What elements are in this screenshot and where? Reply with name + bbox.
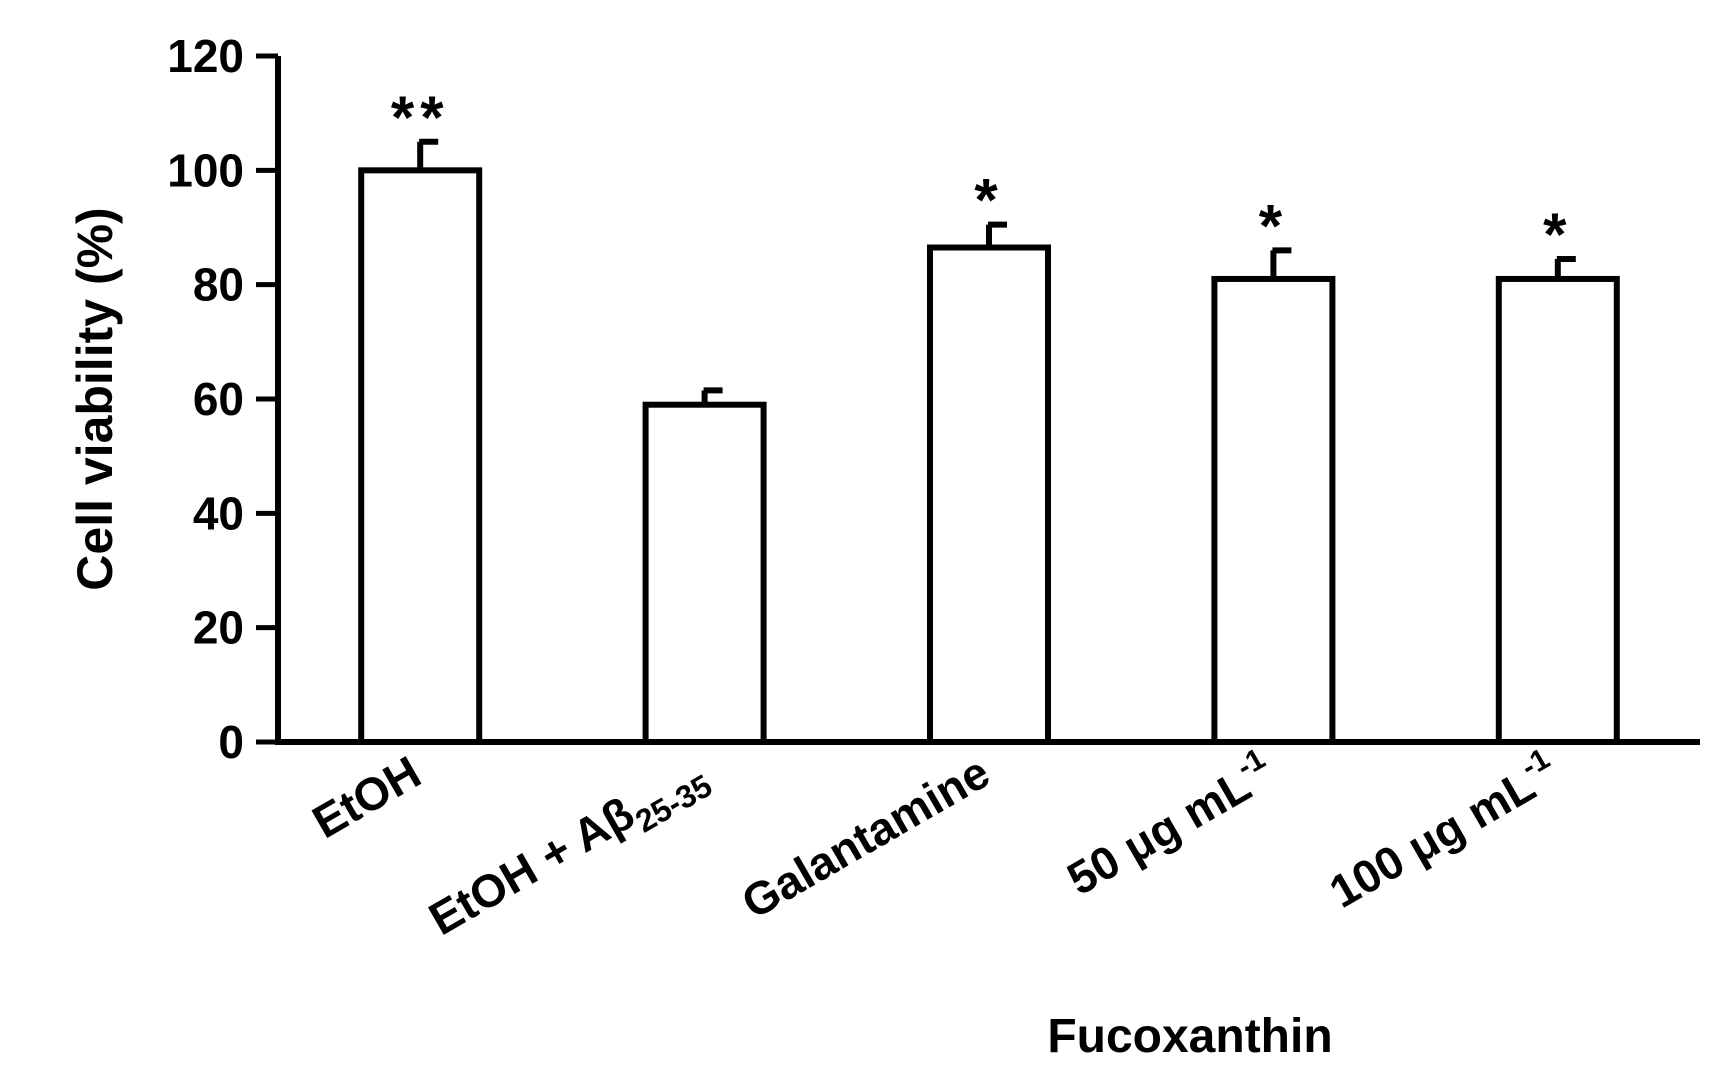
- significance-marker: **: [391, 84, 450, 151]
- bar: [1211, 275, 1336, 745]
- x-axis-label: Fucoxanthin: [1047, 1010, 1332, 1063]
- significance-marker: *: [974, 167, 1003, 234]
- bars: *** * *: [358, 84, 1620, 746]
- y-tick-label: 60: [193, 373, 244, 425]
- category-label: EtOH + Aβ25-35: [420, 746, 718, 953]
- y-tick-label: 120: [167, 30, 244, 82]
- bar: [927, 244, 1051, 745]
- category-label: EtOH: [304, 746, 430, 849]
- category-label: 100 μg mL-1: [1319, 742, 1567, 918]
- y-tick-label: 80: [193, 259, 244, 311]
- bar: [1495, 275, 1620, 745]
- bar: [358, 167, 483, 746]
- y-axis-label: Cell viability (%): [67, 207, 123, 590]
- y-tick-label: 40: [193, 487, 244, 539]
- y-axis-ticks: 0 20 40 60 80 100 120: [167, 30, 278, 768]
- bar: [642, 401, 767, 745]
- significance-marker: *: [1259, 192, 1288, 259]
- y-tick-label: 100: [167, 144, 244, 196]
- significance-marker: *: [1543, 201, 1572, 268]
- y-tick-label: 0: [218, 716, 244, 768]
- y-tick-label: 20: [193, 602, 244, 654]
- category-label: Galantamine: [733, 746, 998, 929]
- category-label: 50 μg mL-1: [1056, 742, 1282, 905]
